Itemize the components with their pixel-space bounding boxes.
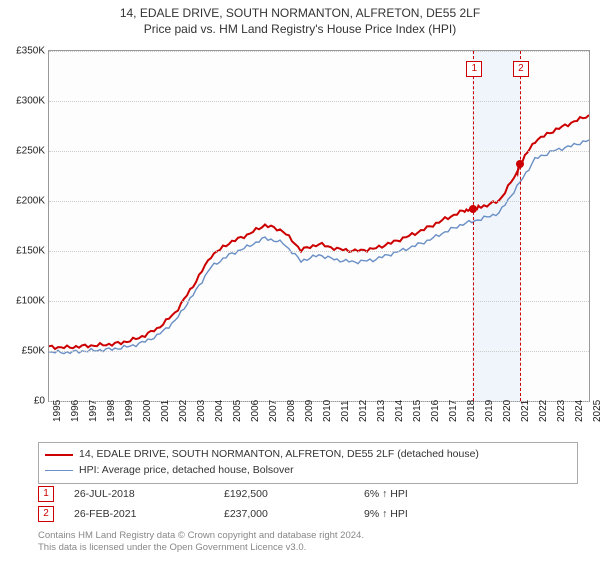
x-axis-label: 1999 <box>124 400 135 422</box>
x-axis-label: 2015 <box>412 400 423 422</box>
sale-vline <box>473 51 474 401</box>
sale-diff: 6% ↑ HPI <box>364 488 578 500</box>
y-axis-label: £250K <box>3 146 45 157</box>
footer-attribution: Contains HM Land Registry data © Crown c… <box>38 530 578 555</box>
x-axis-label: 2004 <box>214 400 225 422</box>
x-axis-label: 2024 <box>574 400 585 422</box>
legend-swatch <box>45 454 73 456</box>
sale-diff: 9% ↑ HPI <box>364 508 578 520</box>
x-axis-label: 2019 <box>484 400 495 422</box>
x-axis-label: 1997 <box>88 400 99 422</box>
sale-price: £237,000 <box>224 508 364 520</box>
x-axis-label: 2023 <box>556 400 567 422</box>
x-axis-label: 2013 <box>376 400 387 422</box>
x-axis-label: 1996 <box>70 400 81 422</box>
gridline <box>49 101 589 102</box>
x-axis-label: 2025 <box>592 400 600 422</box>
sale-marker-box: 1 <box>466 61 482 77</box>
chart-title: 14, EDALE DRIVE, SOUTH NORMANTON, ALFRET… <box>0 6 600 20</box>
x-axis-label: 2018 <box>466 400 477 422</box>
series-line <box>49 140 589 354</box>
y-axis-label: £200K <box>3 196 45 207</box>
y-axis-label: £50K <box>3 346 45 357</box>
x-axis-label: 2007 <box>268 400 279 422</box>
y-axis-label: £350K <box>3 46 45 57</box>
x-axis-label: 2010 <box>322 400 333 422</box>
sale-vline <box>520 51 521 401</box>
sales-table: 1 26-JUL-2018£192,5006% ↑ HPI 2 26-FEB-2021… <box>38 484 578 524</box>
x-axis-label: 2022 <box>538 400 549 422</box>
x-axis-label: 2021 <box>520 400 531 422</box>
x-axis-label: 2008 <box>286 400 297 422</box>
y-axis-label: £300K <box>3 96 45 107</box>
gridline <box>49 151 589 152</box>
line-svg <box>49 51 589 401</box>
gridline <box>49 201 589 202</box>
legend-text: HPI: Average price, detached house, Bols… <box>79 463 294 479</box>
gridline <box>49 301 589 302</box>
footer-line-1: Contains HM Land Registry data © Crown c… <box>38 530 578 542</box>
legend-text: 14, EDALE DRIVE, SOUTH NORMANTON, ALFRET… <box>79 447 479 463</box>
x-axis-label: 2012 <box>358 400 369 422</box>
chart-subtitle: Price paid vs. HM Land Registry's House … <box>0 22 600 36</box>
x-axis-label: 2014 <box>394 400 405 422</box>
chart-container: 14, EDALE DRIVE, SOUTH NORMANTON, ALFRET… <box>0 6 600 566</box>
x-axis-label: 2002 <box>178 400 189 422</box>
legend-row: HPI: Average price, detached house, Bols… <box>45 463 571 479</box>
x-axis-label: 2009 <box>304 400 315 422</box>
legend-row: 14, EDALE DRIVE, SOUTH NORMANTON, ALFRET… <box>45 447 571 463</box>
sale-price: £192,500 <box>224 488 364 500</box>
x-axis-label: 2020 <box>502 400 513 422</box>
x-axis-label: 2003 <box>196 400 207 422</box>
sale-row: 2 26-FEB-2021£237,0009% ↑ HPI <box>38 504 578 524</box>
x-axis-label: 1998 <box>106 400 117 422</box>
gridline <box>49 251 589 252</box>
sale-row: 1 26-JUL-2018£192,5006% ↑ HPI <box>38 484 578 504</box>
y-axis-label: £150K <box>3 246 45 257</box>
x-axis-label: 1995 <box>52 400 63 422</box>
x-axis-label: 2005 <box>232 400 243 422</box>
x-axis-label: 2011 <box>340 400 351 422</box>
legend-swatch <box>45 470 73 471</box>
sale-date: 26-JUL-2018 <box>74 488 224 500</box>
plot-area: £0£50K£100K£150K£200K£250K£300K£350K1995… <box>48 50 590 402</box>
x-axis-label: 2001 <box>160 400 171 422</box>
x-axis-label: 2006 <box>250 400 261 422</box>
sale-index-box: 1 <box>38 486 54 502</box>
x-axis-label: 2017 <box>448 400 459 422</box>
legend-box: 14, EDALE DRIVE, SOUTH NORMANTON, ALFRET… <box>38 442 578 484</box>
y-axis-label: £100K <box>3 296 45 307</box>
gridline <box>49 51 589 52</box>
sale-date: 26-FEB-2021 <box>74 508 224 520</box>
x-axis-label: 2000 <box>142 400 153 422</box>
sale-dot <box>469 205 477 213</box>
sale-index-box: 2 <box>38 506 54 522</box>
y-axis-label: £0 <box>3 396 45 407</box>
footer-line-2: This data is licensed under the Open Gov… <box>38 542 578 554</box>
sale-marker-box: 2 <box>513 61 529 77</box>
gridline <box>49 351 589 352</box>
x-axis-label: 2016 <box>430 400 441 422</box>
sale-dot <box>516 160 524 168</box>
